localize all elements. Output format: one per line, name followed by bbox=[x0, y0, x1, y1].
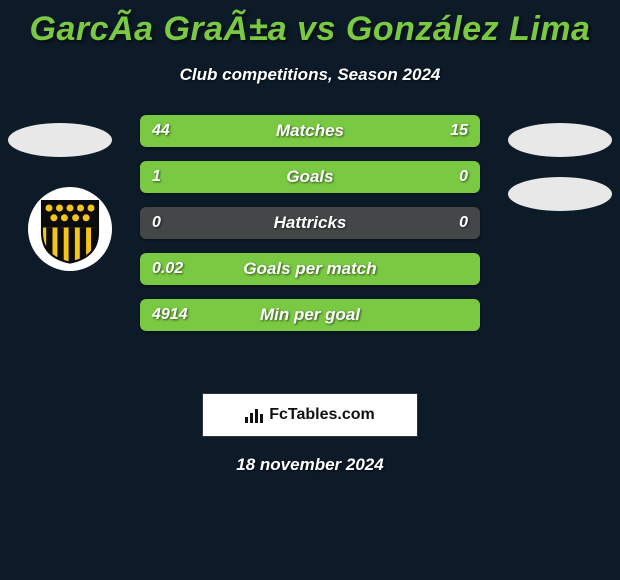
stat-label: Matches bbox=[140, 121, 480, 141]
penarol-crest-icon bbox=[35, 194, 105, 264]
brand-text: FcTables.com bbox=[269, 406, 375, 424]
page-title: GarcÃ­a GraÃ±a vs González Lima bbox=[0, 0, 620, 49]
stat-label: Hattricks bbox=[140, 213, 480, 233]
player-right-avatar-placeholder bbox=[508, 123, 612, 157]
club-right-crest-placeholder bbox=[508, 177, 612, 211]
comparison-card: GarcÃ­a GraÃ±a vs González Lima Club com… bbox=[0, 0, 620, 580]
stat-row: 00Hattricks bbox=[140, 207, 480, 239]
page-subtitle: Club competitions, Season 2024 bbox=[0, 65, 620, 85]
stat-label: Min per goal bbox=[140, 305, 480, 325]
bar-chart-icon bbox=[245, 407, 263, 423]
stat-label: Goals bbox=[140, 167, 480, 187]
snapshot-date: 18 november 2024 bbox=[0, 455, 620, 475]
club-left-crest bbox=[28, 187, 112, 271]
stat-row: 4914Min per goal bbox=[140, 299, 480, 331]
stat-row: 0.02Goals per match bbox=[140, 253, 480, 285]
brand-badge: FcTables.com bbox=[202, 393, 418, 437]
player-left-avatar-placeholder bbox=[8, 123, 112, 157]
stat-row: 10Goals bbox=[140, 161, 480, 193]
stat-row: 4415Matches bbox=[140, 115, 480, 147]
stat-label: Goals per match bbox=[140, 259, 480, 279]
stat-bars: 4415Matches 10Goals 00Hattricks 0.02Goals p… bbox=[140, 115, 480, 345]
